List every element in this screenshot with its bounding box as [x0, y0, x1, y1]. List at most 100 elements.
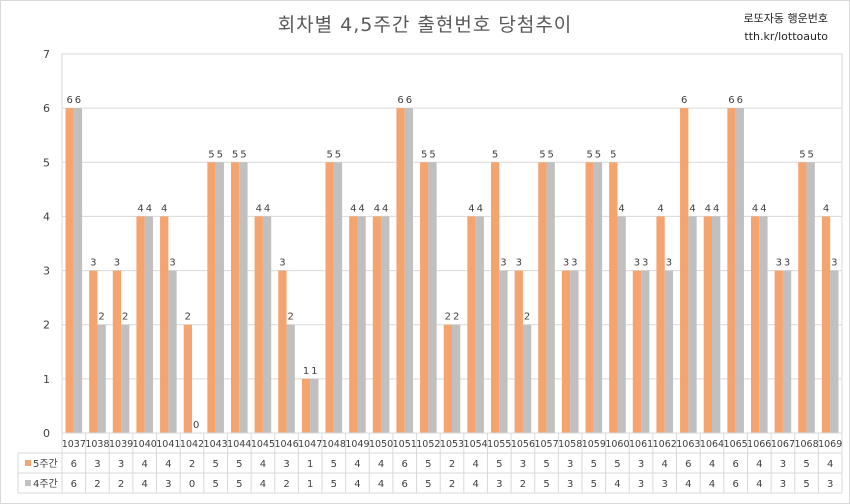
bar [656, 216, 665, 433]
bar [499, 270, 508, 433]
table-cell: 3 [94, 459, 100, 470]
table-cell: 4 [378, 459, 384, 470]
data-label: 5 [421, 149, 427, 160]
table-cell: 6 [402, 459, 408, 470]
table-cell: 4 [756, 479, 762, 490]
table-cell: 4 [142, 459, 148, 470]
y-tick-label: 3 [43, 265, 50, 278]
table-cell: 5 [803, 459, 809, 470]
table-cell: 5 [543, 459, 549, 470]
table-cell: 5 [803, 479, 809, 490]
bar [798, 162, 807, 434]
bar [617, 216, 626, 433]
data-label: 1 [311, 366, 317, 377]
bar [490, 162, 500, 434]
bar [830, 270, 839, 433]
data-label: 4 [823, 203, 829, 214]
table-cell: 0 [189, 479, 195, 490]
table-cell: 4 [709, 459, 715, 470]
table-cell: 4 [354, 479, 360, 490]
bar [680, 108, 689, 433]
bar [664, 270, 674, 433]
x-tick-label: 1038 [85, 439, 109, 450]
bar [821, 216, 831, 433]
x-tick-label: 1044 [227, 439, 251, 450]
bar [475, 216, 484, 433]
bar [688, 216, 697, 433]
table-cell: 3 [638, 479, 644, 490]
data-label: 5 [586, 149, 592, 160]
bar [570, 270, 579, 433]
y-tick-label: 0 [43, 427, 50, 440]
bar [239, 162, 248, 434]
bar [712, 216, 721, 433]
table-cell: 5 [591, 459, 597, 470]
bar [514, 270, 523, 433]
data-label: 4 [689, 203, 695, 214]
data-label: 6 [737, 95, 743, 106]
data-label: 4 [137, 203, 143, 214]
table-cell: 3 [520, 459, 526, 470]
data-label: 3 [642, 258, 648, 269]
bar [546, 162, 555, 434]
x-tick-label: 1041 [156, 439, 180, 450]
data-label: 5 [217, 149, 223, 160]
bar [404, 108, 414, 433]
data-label: 5 [808, 149, 814, 160]
table-cell: 3 [638, 459, 644, 470]
bar [160, 216, 169, 433]
data-label: 5 [548, 149, 554, 160]
data-label: 3 [571, 258, 577, 269]
x-tick-label: 1061 [629, 439, 653, 450]
table-cell: 2 [449, 459, 455, 470]
bar [144, 216, 154, 433]
table-cell: 4 [614, 479, 620, 490]
data-label: 4 [657, 203, 663, 214]
x-tick-label: 1068 [794, 439, 818, 450]
data-label: 3 [114, 258, 120, 269]
data-label: 5 [208, 149, 214, 160]
data-label: 4 [264, 203, 270, 214]
data-label: 0 [193, 420, 199, 431]
bar [89, 270, 98, 433]
y-tick-label: 4 [43, 210, 50, 223]
bar [467, 216, 476, 433]
bar [286, 324, 295, 433]
bar [632, 270, 642, 433]
bar [372, 216, 382, 433]
data-label: 4 [350, 203, 356, 214]
x-tick-label: 1053 [440, 439, 464, 450]
table-cell: 3 [496, 479, 502, 490]
data-label: 5 [232, 149, 238, 160]
bar [641, 270, 650, 433]
table-cell: 5 [236, 479, 242, 490]
data-label: 5 [595, 149, 601, 160]
table-cell: 4 [260, 459, 266, 470]
x-tick-label: 1051 [393, 439, 417, 450]
data-label: 4 [374, 203, 380, 214]
data-label: 4 [752, 203, 758, 214]
data-label: 6 [681, 95, 687, 106]
data-label: 2 [524, 312, 530, 323]
x-tick-label: 1065 [724, 439, 748, 450]
bar [97, 324, 106, 433]
table-cell: 4 [472, 459, 478, 470]
bar [136, 216, 145, 433]
bar [452, 324, 461, 433]
bar [121, 324, 130, 433]
x-tick-label: 1064 [700, 439, 724, 450]
x-tick-label: 1040 [133, 439, 157, 450]
x-tick-label: 1056 [511, 439, 535, 450]
bar [310, 378, 319, 433]
data-label: 3 [169, 258, 175, 269]
data-label: 3 [279, 258, 285, 269]
x-tick-label: 1050 [369, 439, 393, 450]
data-label: 4 [161, 203, 167, 214]
table-cell: 4 [165, 459, 171, 470]
x-tick-label: 1052 [416, 439, 440, 450]
bar [750, 216, 760, 433]
x-tick-label: 1063 [676, 439, 700, 450]
table-cell: 5 [496, 459, 502, 470]
table-cell: 4 [685, 479, 691, 490]
data-label: 5 [539, 149, 545, 160]
